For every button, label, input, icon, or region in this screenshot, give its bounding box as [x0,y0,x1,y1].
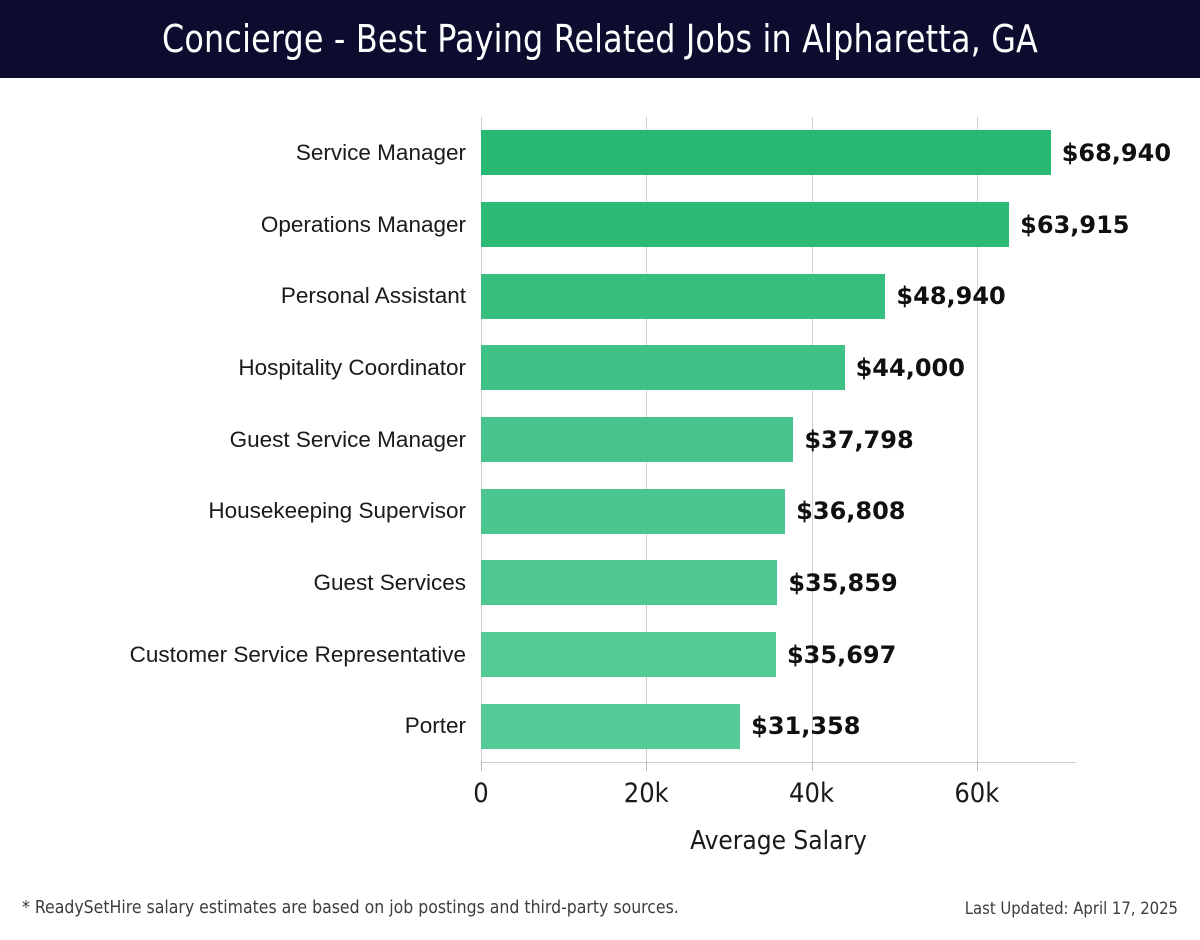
y-axis-category-label: Customer Service Representative [129,641,466,667]
gridline [976,117,978,762]
bar[interactable] [481,560,778,606]
x-axis-tick [646,762,648,771]
y-axis-category-label: Housekeeping Supervisor [208,498,466,524]
x-axis-tick-label: 60k [954,778,1000,809]
bar-row[interactable]: $48,940 [481,273,1076,319]
bar-value-label: $35,859 [788,568,898,597]
bar[interactable] [481,488,786,534]
bar[interactable] [481,632,776,677]
bar-row[interactable]: $35,697 [481,632,1076,677]
bar-value-label: $35,697 [786,640,897,669]
footer-last-updated: Last Updated: April 17, 2025 [964,899,1178,918]
bar-row[interactable]: $68,940 [481,130,1171,176]
bar-row[interactable]: $35,859 [481,560,1076,606]
bar-row[interactable]: $44,000 [481,345,1076,391]
bar-row[interactable]: $63,915 [481,202,1129,247]
footer-disclaimer: * ReadySetHire salary estimates are base… [22,898,679,918]
x-axis-tick-label: 0 [473,778,489,809]
page-title: Concierge - Best Paying Related Jobs in … [162,17,1038,61]
plot-area: $68,940 $63,915 $48,940 $44,000 $37,798 $36,8… [481,117,1171,762]
x-axis-tick-label: 40k [789,778,835,809]
bar-chart: Service Manager Operations Manager Persona… [0,78,1200,878]
x-axis-line [481,762,1076,763]
bar-value-label: $68,940 [1061,138,1172,167]
x-axis-title: Average Salary [690,826,867,856]
x-axis-tick [481,762,482,771]
chart-header-bar: Concierge - Best Paying Related Jobs in … [0,0,1200,78]
y-axis-category-label: Guest Services [313,569,466,595]
x-axis-tick-label: 20k [623,778,669,809]
bar[interactable] [481,130,1051,176]
bar-row[interactable]: $37,798 [481,417,1076,462]
bar[interactable] [481,345,845,391]
bar-value-label: $63,915 [1020,210,1130,239]
bar-row[interactable]: $31,358 [481,703,1076,749]
y-axis-category-label: Porter [404,713,466,739]
bar[interactable] [481,703,741,749]
bar-value-label: $37,798 [804,425,914,454]
y-axis-category-label: Personal Assistant [280,283,466,309]
y-axis-category-label: Service Manager [295,139,466,165]
gridline [811,117,813,762]
y-axis-category-label: Hospitality Coordinator [238,354,466,380]
bar-value-label: $36,808 [796,497,906,526]
bar-row[interactable]: $36,808 [481,488,1076,534]
bar[interactable] [481,273,886,319]
bar-value-label: $31,358 [751,712,861,741]
y-axis-labels: Service Manager Operations Manager Persona… [0,78,466,878]
y-axis-category-label: Operations Manager [260,211,466,237]
y-axis-category-label: Guest Service Manager [229,426,466,452]
x-axis-tick [811,762,813,771]
bar[interactable] [481,202,1010,247]
bar-value-label: $44,000 [855,353,965,382]
bar-value-label: $48,940 [896,282,1006,311]
x-axis-tick [976,762,978,771]
bar[interactable] [481,417,794,462]
